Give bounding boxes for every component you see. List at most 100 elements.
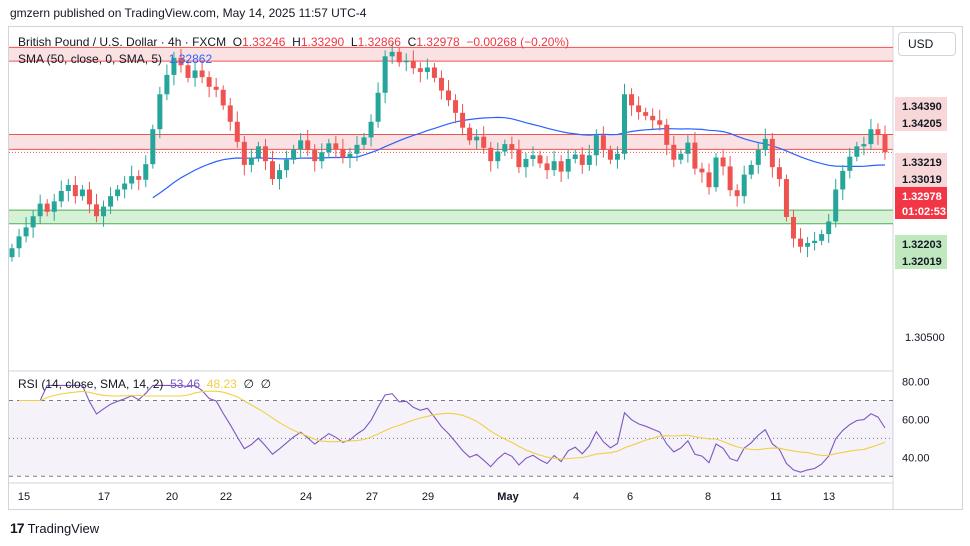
candle-body — [23, 227, 29, 237]
rsi-extra-1: ∅ — [243, 377, 254, 391]
candle-body — [206, 77, 212, 87]
high-value: 1.33290 — [300, 35, 345, 49]
candle-body — [37, 203, 43, 217]
candle-body — [706, 172, 712, 188]
price-label-countdown: 01:02:53 — [902, 206, 946, 218]
candle-body — [16, 236, 22, 249]
time-tick-label: 20 — [166, 491, 178, 503]
candle-body — [241, 141, 247, 165]
currency-button[interactable]: USD — [898, 32, 956, 56]
price-label-box — [895, 235, 947, 252]
candle-body — [875, 129, 881, 135]
chart-frame — [8, 26, 963, 510]
price-axis: 1.305001.315001.325001.343901.342051.332… — [895, 97, 947, 464]
candle-body — [812, 240, 818, 244]
candle-body — [579, 154, 585, 165]
rsi-legend[interactable]: RSI (14, close, SMA, 14, 2) 53.46 48.23 … — [18, 377, 271, 391]
candle-body — [192, 70, 198, 78]
candle-body — [460, 112, 466, 128]
candle-body — [727, 166, 733, 191]
candle-body — [530, 155, 536, 159]
candle-body — [636, 105, 642, 113]
price-tick-label: 1.30500 — [905, 332, 945, 344]
candle-body — [108, 196, 114, 207]
price-label-box — [895, 202, 947, 219]
legend-sma-row[interactable]: SMA (50, close, 0, SMA, 5) 1.32862 — [18, 51, 569, 68]
candle-body — [431, 67, 437, 78]
price-label-last: 1.32978 — [902, 191, 942, 203]
price-label-box — [895, 114, 947, 131]
legend-ohlc-row: British Pound / U.S. Dollar · 4h · FXCM … — [18, 35, 570, 49]
candle-body — [199, 70, 205, 78]
candle-body — [312, 150, 318, 162]
price-label-zone: 1.34205 — [902, 118, 942, 130]
main-legend: British Pound / U.S. Dollar · 4h · FXCM … — [18, 34, 569, 68]
low-value: 1.32866 — [357, 35, 401, 49]
candle-body — [629, 94, 635, 106]
candle-body — [798, 238, 804, 247]
candle-body — [593, 135, 599, 156]
candle-body — [833, 189, 839, 222]
candle-body — [516, 150, 522, 168]
time-axis: 15 17 20 22 24 27 29 May 4 6 8 11 13 — [18, 491, 835, 503]
price-label-zone: 1.33219 — [902, 157, 942, 169]
time-tick-label: 11 — [770, 491, 781, 503]
footer: 17 TradingView — [10, 520, 99, 536]
candle-body — [762, 138, 768, 151]
candle-body — [72, 185, 78, 197]
rsi-tick-label: 80.00 — [902, 377, 930, 389]
candle-body — [446, 90, 451, 101]
rsi-label: RSI (14, close, SMA, 14, 2) — [18, 377, 164, 391]
candle-body — [467, 127, 473, 141]
candle-body — [86, 189, 92, 205]
candle-body — [150, 129, 156, 165]
candle-body — [164, 74, 170, 95]
candle-body — [678, 153, 684, 160]
candle-body — [748, 164, 754, 175]
candle-body — [115, 189, 121, 197]
time-tick-label: 13 — [823, 491, 835, 503]
rsi-line — [19, 384, 886, 473]
candle-body — [453, 100, 459, 113]
candle-body — [333, 143, 339, 150]
candle-body — [685, 142, 691, 154]
zone-resistance-upper — [9, 47, 893, 62]
candle-body — [227, 105, 233, 122]
price-label-box — [895, 153, 947, 170]
candle-body — [417, 68, 423, 72]
candle-body — [558, 161, 564, 172]
candle-body — [643, 112, 649, 116]
time-tick-label: 17 — [98, 491, 110, 503]
candle-body — [565, 158, 571, 172]
rsi-panel — [9, 384, 893, 477]
candle-body — [713, 157, 719, 188]
candle-body — [495, 151, 501, 162]
candle-body — [847, 156, 853, 171]
footer-brand: TradingView — [27, 520, 100, 536]
candle-body — [375, 92, 381, 122]
candle-body — [361, 137, 367, 145]
rsi-sma-value: 48.23 — [206, 377, 237, 391]
candle-body — [671, 144, 677, 160]
time-tick-label: May — [497, 491, 519, 503]
candle-body — [840, 170, 846, 190]
price-label-support: 1.32203 — [902, 239, 942, 251]
rsi-tick-label: 40.00 — [902, 452, 930, 464]
candle-body — [783, 179, 789, 217]
candle-body — [326, 143, 332, 153]
zone-support — [9, 210, 893, 224]
candle-body — [262, 146, 268, 162]
candle-body — [269, 161, 275, 180]
sma-label: SMA (50, close, 0, SMA, 5) — [18, 52, 163, 66]
candle-body — [178, 57, 184, 66]
candle-body — [305, 140, 311, 151]
price-label-box — [895, 97, 947, 114]
rsi-sma-line — [19, 390, 886, 460]
price-label-box — [895, 170, 947, 187]
candle-body — [44, 203, 50, 212]
candle-body — [298, 140, 304, 150]
candle-body — [9, 248, 15, 258]
candle-body — [340, 149, 346, 158]
candle-body — [734, 190, 740, 197]
